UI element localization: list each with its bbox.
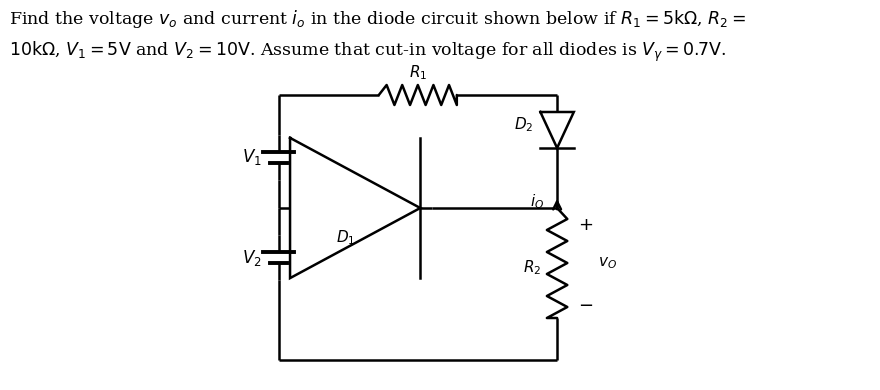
Text: $-$: $-$ <box>577 295 592 313</box>
Text: $V_2$: $V_2$ <box>242 248 262 268</box>
Text: $V_1$: $V_1$ <box>242 147 262 167</box>
Text: $R_1$: $R_1$ <box>408 63 427 82</box>
Text: $D_2$: $D_2$ <box>515 116 534 134</box>
Text: $R_2$: $R_2$ <box>523 259 541 277</box>
Text: Find the voltage $v_o$ and current $i_o$ in the diode circuit shown below if $R_: Find the voltage $v_o$ and current $i_o$… <box>10 8 746 30</box>
Text: $v_O$: $v_O$ <box>598 255 617 271</box>
Text: $10\mathrm{k}\Omega$, $V_1 = 5\mathrm{V}$ and $V_2 = 10\mathrm{V}$. Assume that : $10\mathrm{k}\Omega$, $V_1 = 5\mathrm{V}… <box>10 40 727 64</box>
Text: $+$: $+$ <box>577 216 592 234</box>
Text: $i_O$: $i_O$ <box>530 193 544 211</box>
Text: $D_1$: $D_1$ <box>336 228 356 247</box>
